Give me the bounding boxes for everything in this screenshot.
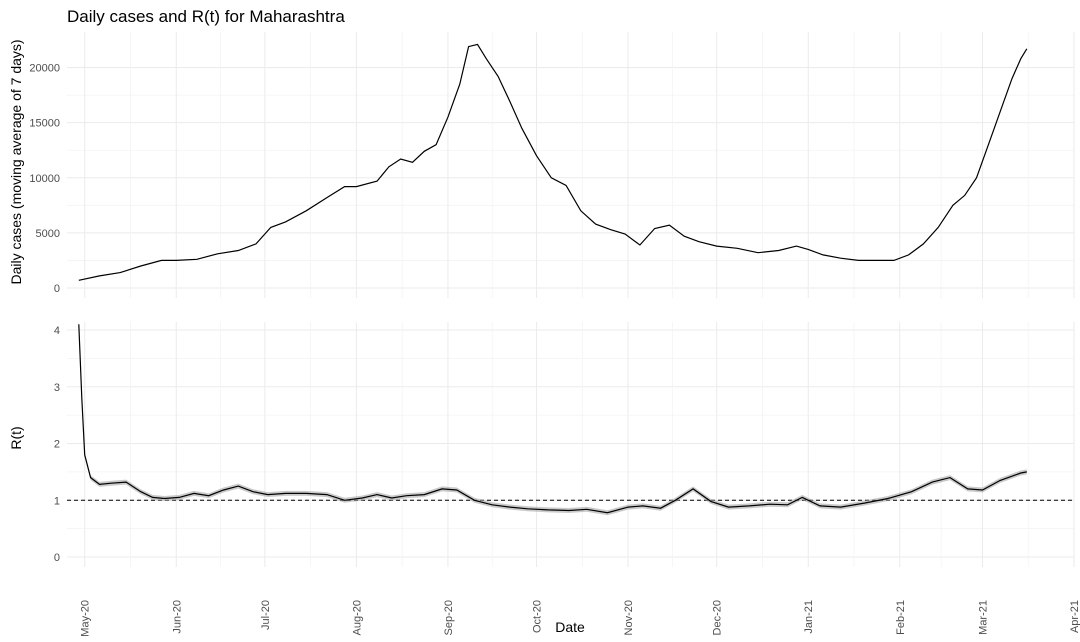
rt-x-tick-label: Dec-20 [712, 600, 724, 635]
cases-series-line-0 [78, 43, 1028, 281]
rt-x-tick-label: Jun-20 [171, 600, 183, 634]
rt-y-axis-title: R(t) [8, 426, 24, 449]
rt-x-tick-label: Feb-21 [895, 600, 907, 635]
cases-y-tick-label: 20000 [29, 63, 60, 75]
rt-y-tick-label: 1 [54, 495, 60, 507]
rt-x-tick-label: Nov-20 [623, 600, 635, 635]
rt-x-tick-label: Oct-20 [532, 600, 544, 633]
cases-panel: 0 5000 10000 15000 20000 [29, 32, 1075, 298]
chart-title: Daily cases and R(t) for Maharashtra [67, 7, 345, 26]
rt-x-tick-label: Mar-21 [977, 600, 989, 635]
cases-y-tick-label: 0 [54, 283, 60, 295]
rt-y-tick-label: 3 [54, 382, 60, 394]
rt-confidence-band [78, 321, 1027, 516]
rt-y-tick-label: 0 [54, 552, 60, 564]
rt-series-line-0 [78, 324, 1027, 514]
rt-x-tick-label: Jan-21 [803, 600, 815, 634]
rt-x-tick-label: Sep-20 [443, 600, 455, 635]
cases-y-tick-label: 10000 [29, 173, 60, 185]
rt-x-tick-label: Aug-20 [351, 600, 363, 635]
cases-y-axis-title: Daily cases (moving average of 7 days) [8, 39, 24, 284]
rt-x-tick-label: Jul-20 [260, 600, 272, 630]
cases-y-tick-label: 15000 [29, 118, 60, 130]
rt-y-tick-label: 2 [54, 439, 60, 451]
cases-y-tick-label: 5000 [36, 228, 60, 240]
x-axis-title: Date [555, 619, 585, 635]
rt-panel: 0 1 2 3 4 May-20 Jun-20 Jul-20 Aug-20 Sep-20 Oct-2… [54, 321, 1080, 637]
rt-y-tick-label: 4 [54, 325, 60, 337]
rt-x-tick-label: May-20 [80, 600, 92, 637]
rt-x-tick-label: Apr-21 [1069, 600, 1080, 633]
